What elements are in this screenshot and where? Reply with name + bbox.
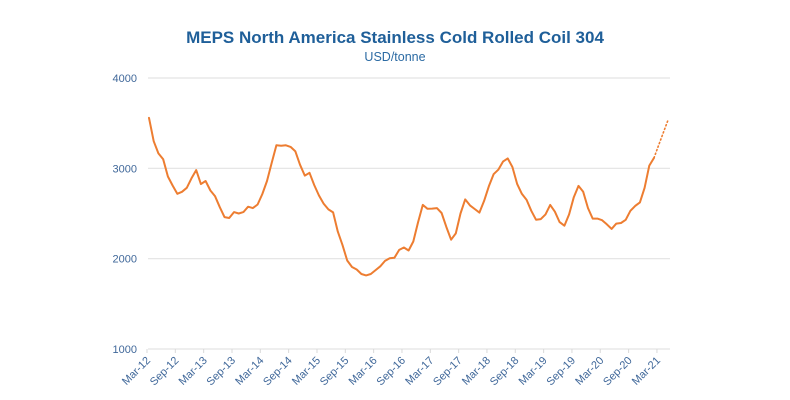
gridlines xyxy=(148,77,670,350)
y-tick-label: 2000 xyxy=(113,254,137,266)
x-tick-label: Mar-14 xyxy=(233,355,266,388)
x-tick-label: Sep-20 xyxy=(601,355,635,389)
y-tick-label: 4000 xyxy=(113,73,137,85)
x-tick-label: Sep-15 xyxy=(318,355,352,389)
x-tick-label: Mar-19 xyxy=(517,355,550,388)
x-tick-label: Mar-20 xyxy=(573,355,606,388)
x-tick-label: Mar-15 xyxy=(290,355,323,388)
y-tick-label: 3000 xyxy=(113,163,137,175)
series-line-actual xyxy=(148,116,655,277)
x-tick-label: Mar-21 xyxy=(630,355,663,388)
x-tick-label: Mar-13 xyxy=(177,355,210,388)
x-axis-tick-labels: Mar-12Sep-12Mar-13Sep-13Mar-14Sep-14Mar-… xyxy=(120,355,663,389)
chart-subtitle: USD/tonne xyxy=(364,50,426,64)
x-tick-label: Mar-17 xyxy=(403,355,436,388)
x-tick-label: Mar-12 xyxy=(120,355,153,388)
x-tick-label: Sep-18 xyxy=(488,355,522,389)
series-lines xyxy=(148,116,670,277)
x-tick-label: Mar-18 xyxy=(460,355,493,388)
y-tick-label: 1000 xyxy=(113,344,137,356)
x-tick-label: Sep-13 xyxy=(205,355,239,389)
x-axis xyxy=(146,349,658,353)
x-tick-label: Sep-12 xyxy=(148,355,182,389)
chart-title: MEPS North America Stainless Cold Rolled… xyxy=(186,28,604,47)
x-tick-label: Sep-19 xyxy=(544,355,578,389)
x-tick-label: Sep-17 xyxy=(431,355,465,389)
x-tick-label: Sep-14 xyxy=(261,355,295,389)
x-tick-label: Mar-16 xyxy=(347,355,380,388)
y-axis-tick-labels: 1000 2000 3000 4000 xyxy=(113,73,137,356)
series-line-forecast xyxy=(653,118,670,159)
x-tick-label: Sep-16 xyxy=(375,355,409,389)
